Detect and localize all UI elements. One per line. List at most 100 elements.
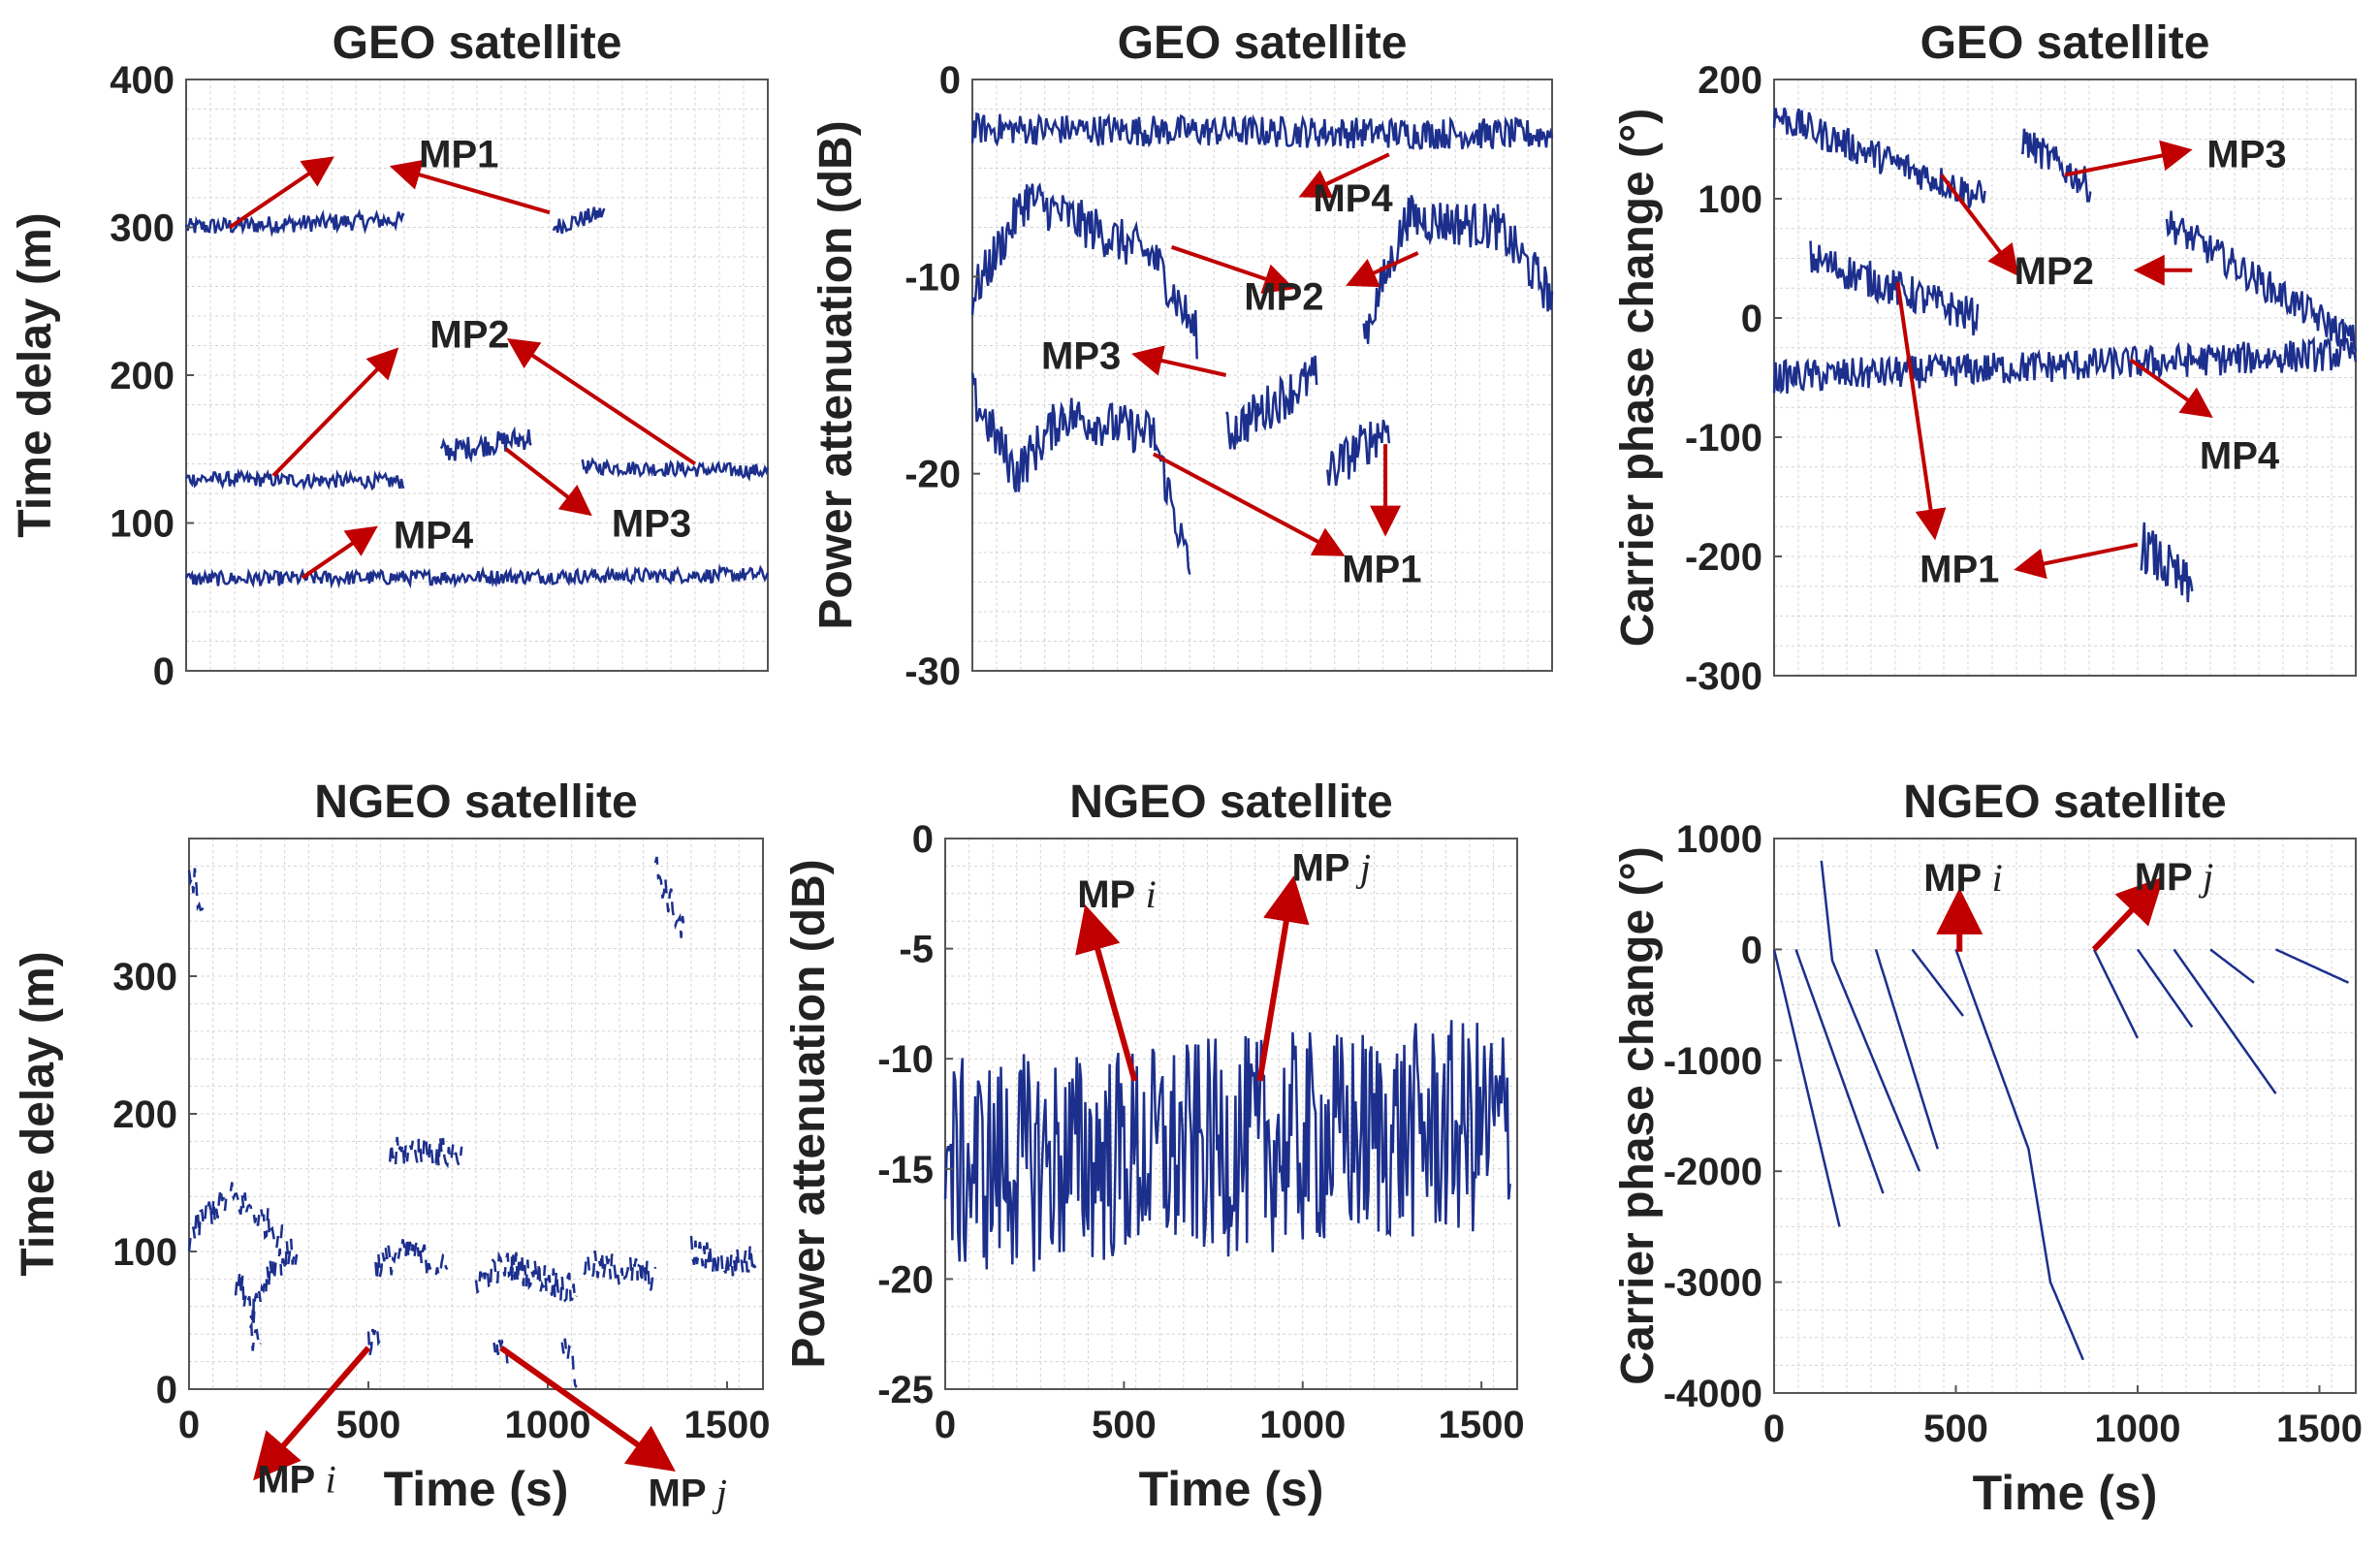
annotation-label: MP j [1291, 846, 1371, 890]
annotations: MP i MP j [1075, 846, 1371, 1082]
series-paths-segment [560, 1338, 578, 1388]
series-mp2-segment [970, 182, 1198, 360]
annotation-label: MP2 [1244, 276, 1323, 319]
annotation-arrow [271, 347, 399, 478]
annotation-arrow [1346, 251, 1419, 288]
y-tick-label: 100 [1698, 178, 1762, 221]
plot-frame [1773, 838, 2357, 1394]
y-tick-label: -3000 [1664, 1262, 1762, 1305]
series-paths-segment [689, 1235, 757, 1279]
series-paths-segment [366, 1321, 384, 1355]
annotation-arrow [1131, 345, 1227, 377]
series-paths-segment [2092, 948, 2140, 1039]
y-tick-label: -10 [904, 256, 961, 299]
x-tick-label: 1500 [2276, 1408, 2363, 1450]
y-tick-label: -2000 [1664, 1151, 1762, 1193]
series-mp4-segment [1772, 335, 2358, 395]
series-mp3-segment [1224, 355, 1318, 450]
y-tick-label: 100 [110, 503, 175, 546]
series-mp1-segment [552, 206, 606, 235]
series-paths-segment [187, 1182, 284, 1252]
y-tick-label: 200 [112, 1093, 177, 1136]
annotation-arrow [506, 338, 697, 466]
series-paths-segment [388, 1133, 463, 1170]
series-paths-segment [234, 1238, 299, 1323]
y-tick-label: -5 [899, 929, 934, 971]
x-tick-label: 1000 [1259, 1404, 1346, 1446]
series-paths-segment [943, 1020, 1511, 1272]
annotation-arrow [2064, 140, 2193, 177]
y-axis-label: Time delay (m) [13, 951, 64, 1276]
annotation-label: MP3 [1041, 335, 1121, 378]
x-tick-label: 500 [1923, 1408, 1988, 1450]
chart-title: NGEO satellite [1903, 776, 2226, 828]
series-mp4-segment [184, 563, 770, 589]
x-tick-label: 500 [1092, 1404, 1157, 1446]
y-tick-label: 100 [112, 1231, 177, 1274]
series-mp2-segment [581, 457, 770, 482]
y-tick-label: 400 [110, 59, 175, 102]
series-mp1-segment [2140, 522, 2194, 603]
series-mp1-segment [970, 372, 1191, 575]
chart-geo-delay: 0 100 200 300 400 GEO satellite Time delay (m)… [10, 17, 770, 693]
series-paths-segment [1911, 948, 1964, 1017]
series-paths-segment [1794, 948, 1885, 1194]
y-tick-label: 200 [1698, 59, 1762, 102]
y-axis-label: Carrier phase change (°) [1612, 846, 1664, 1384]
chart-title: GEO satellite [1118, 17, 1408, 69]
y-tick-label: 0 [153, 650, 175, 693]
annotation-arrow [2129, 358, 2213, 419]
annotation-arrow [1152, 452, 1346, 556]
y-tick-label: -1000 [1664, 1040, 1762, 1083]
annotation-label: MP2 [2015, 250, 2094, 293]
annotation-label: MP i [1077, 872, 1157, 916]
annotation-arrow [1939, 174, 2019, 277]
series-paths-segment [2173, 948, 2277, 1094]
series-paths-segment [583, 1250, 657, 1293]
series-mp1-segment [184, 208, 405, 238]
series-paths-segment [1820, 860, 1921, 1172]
series-mp1-segment [1326, 419, 1391, 487]
x-axis-label: Time (s) [1973, 1466, 2158, 1520]
y-tick-label: 0 [1741, 929, 1762, 971]
chart-title: NGEO satellite [314, 776, 637, 828]
y-axis-label: Power attenuation (dB) [783, 859, 835, 1368]
series-group [1772, 107, 2358, 603]
chart-ngeo-delay: 0 100 200 300 0 500 1000 1500 NGEO satellite Time… [13, 776, 770, 1516]
x-tick-label: 1000 [505, 1404, 591, 1446]
y-tick-label: 0 [912, 818, 934, 861]
annotation-label: MP4 [394, 515, 474, 557]
y-tick-label: -30 [904, 650, 961, 693]
series-group [943, 1020, 1511, 1272]
series-mp4-segment [970, 111, 1554, 150]
series-group [970, 111, 1554, 575]
series-paths-segment [1874, 949, 1939, 1150]
x-tick-label: 500 [336, 1404, 401, 1446]
series-mp3-segment [439, 426, 532, 463]
chart-ngeo-power: -25 -20 -15 -10 -5 0 0 500 1000 1500 NGEO satellit… [783, 776, 1525, 1516]
series-paths-segment [248, 1320, 263, 1351]
series-paths-segment [374, 1237, 449, 1282]
plot-frame [944, 838, 1518, 1390]
annotation-arrow [301, 525, 378, 580]
y-tick-label: 300 [112, 956, 177, 998]
x-tick-label: 1500 [1439, 1404, 1525, 1446]
annotation-label: MP1 [419, 133, 498, 175]
series-mp2-segment [1772, 107, 1986, 208]
annotations: MP3 MP2 MP4 MP1 [1895, 133, 2287, 590]
annotations: MP i MP j [1923, 855, 2213, 952]
grid [189, 839, 763, 1389]
y-tick-label: -300 [1685, 655, 1762, 698]
series-group [184, 206, 770, 589]
series-paths-segment [1772, 949, 1841, 1227]
annotation-label: MP i [257, 1457, 336, 1501]
x-tick-label: 0 [935, 1404, 956, 1446]
annotation-label: MP3 [612, 503, 691, 546]
series-paths-segment [187, 868, 205, 912]
chart-title: GEO satellite [333, 17, 622, 69]
series-paths-segment [2274, 948, 2350, 984]
y-tick-label: -15 [877, 1149, 934, 1191]
series-paths-segment [2136, 948, 2194, 1029]
y-axis-label: Time delay (m) [10, 212, 61, 537]
